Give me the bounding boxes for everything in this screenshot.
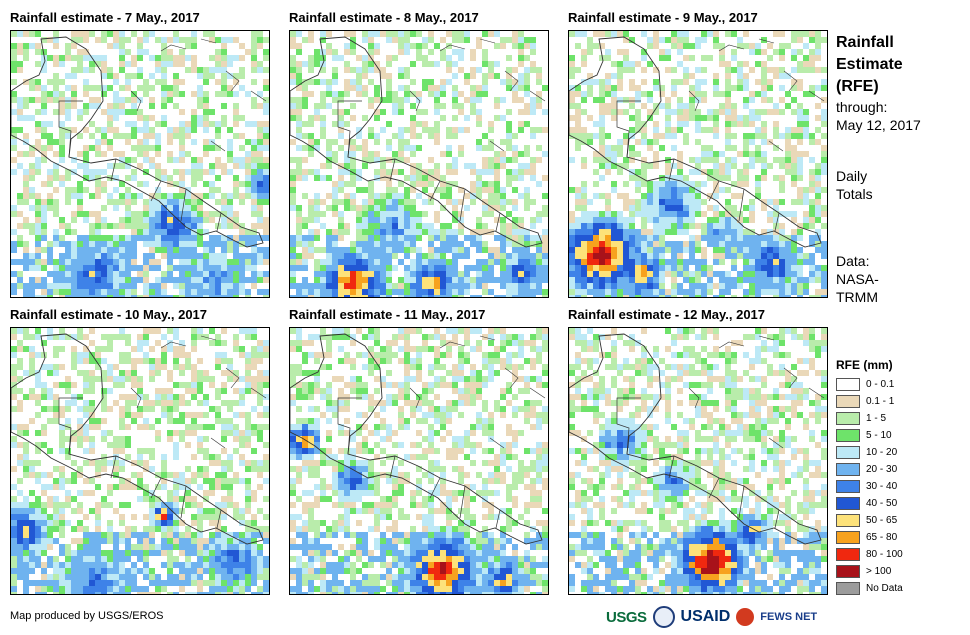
rainfall-map-5 bbox=[289, 327, 549, 595]
logo-strip: USGS USAID FEWS NET bbox=[606, 604, 817, 630]
legend-swatch bbox=[836, 463, 860, 476]
legend-item: 30 - 40 bbox=[836, 478, 903, 495]
legend-label: 0 - 0.1 bbox=[866, 379, 895, 390]
legend-item: 40 - 50 bbox=[836, 495, 903, 512]
legend-item: 50 - 65 bbox=[836, 512, 903, 529]
legend-label: 65 - 80 bbox=[866, 532, 898, 543]
legend-label: 20 - 30 bbox=[866, 464, 898, 475]
map-graphic bbox=[290, 31, 548, 297]
map-graphic bbox=[11, 31, 269, 297]
rainfall-map-2 bbox=[289, 30, 549, 298]
fews-icon bbox=[736, 608, 755, 626]
legend-item: > 100 bbox=[836, 563, 903, 580]
legend-swatch bbox=[836, 412, 860, 425]
legend-swatch bbox=[836, 565, 860, 578]
panel-title-1: Rainfall estimate - 7 May., 2017 bbox=[10, 10, 200, 25]
legend-item: No Data bbox=[836, 580, 903, 597]
rainfall-map-3 bbox=[568, 30, 828, 298]
panel-title-4: Rainfall estimate - 10 May., 2017 bbox=[10, 307, 208, 322]
map-graphic bbox=[569, 328, 827, 594]
legend-swatch bbox=[836, 514, 860, 527]
usaid-logo: USAID bbox=[680, 608, 731, 625]
panel-title-5: Rainfall estimate - 11 May., 2017 bbox=[289, 307, 486, 322]
rfe-title: Rainfall Estimate (RFE) bbox=[836, 34, 903, 95]
legend-swatch bbox=[836, 548, 860, 561]
legend-item: 0 - 0.1 bbox=[836, 376, 903, 393]
data-source-label: Data: NASA- TRMM bbox=[836, 253, 879, 305]
legend-swatch bbox=[836, 429, 860, 442]
legend-swatch bbox=[836, 497, 860, 510]
legend-label: 0.1 - 1 bbox=[866, 396, 895, 407]
legend-swatch bbox=[836, 480, 860, 493]
legend-item: 1 - 5 bbox=[836, 410, 903, 427]
usgs-logo: USGS bbox=[606, 608, 647, 626]
credit-text: Map produced by USGS/EROS bbox=[10, 610, 164, 622]
legend-label: 1 - 5 bbox=[866, 413, 887, 424]
map-graphic bbox=[290, 328, 548, 594]
map-graphic bbox=[11, 328, 269, 594]
panel-title-6: Rainfall estimate - 12 May., 2017 bbox=[568, 307, 766, 322]
legend-label: > 100 bbox=[866, 566, 892, 577]
legend-swatch bbox=[836, 531, 860, 544]
seal-icon bbox=[652, 606, 675, 628]
legend-title: RFE (mm) bbox=[836, 358, 893, 372]
daily-totals-label: Daily Totals bbox=[836, 168, 873, 202]
legend-label: No Data bbox=[866, 583, 903, 594]
fews-logo: FEWS NET bbox=[760, 611, 818, 623]
legend-label: 50 - 65 bbox=[866, 515, 898, 526]
through-label: through: May 12, 2017 bbox=[836, 99, 921, 133]
legend-item: 0.1 - 1 bbox=[836, 393, 903, 410]
legend-swatch bbox=[836, 582, 860, 595]
panel-title-3: Rainfall estimate - 9 May., 2017 bbox=[568, 10, 758, 25]
rainfall-map-6 bbox=[568, 327, 828, 595]
legend-swatch bbox=[836, 395, 860, 408]
legend-label: 10 - 20 bbox=[866, 447, 898, 458]
legend-label: 30 - 40 bbox=[866, 481, 898, 492]
legend-swatch bbox=[836, 446, 860, 459]
legend-item: 5 - 10 bbox=[836, 427, 903, 444]
legend: 0 - 0.1 0.1 - 1 1 - 5 5 - 10 10 - 20 20 - 30 3… bbox=[836, 376, 903, 597]
legend-item: 80 - 100 bbox=[836, 546, 903, 563]
legend-swatch bbox=[836, 378, 860, 391]
legend-label: 5 - 10 bbox=[866, 430, 892, 441]
legend-item: 20 - 30 bbox=[836, 461, 903, 478]
map-graphic bbox=[569, 31, 827, 297]
rainfall-map-4 bbox=[10, 327, 270, 595]
legend-item: 10 - 20 bbox=[836, 444, 903, 461]
panel-title-2: Rainfall estimate - 8 May., 2017 bbox=[289, 10, 479, 25]
legend-label: 80 - 100 bbox=[866, 549, 903, 560]
legend-item: 65 - 80 bbox=[836, 529, 903, 546]
rainfall-map-1 bbox=[10, 30, 270, 298]
legend-label: 40 - 50 bbox=[866, 498, 898, 509]
